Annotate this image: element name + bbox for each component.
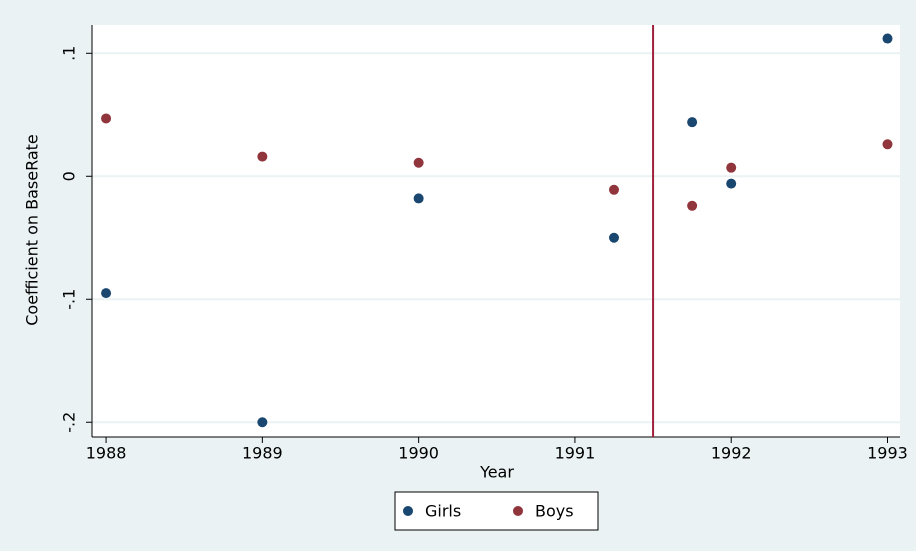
point — [687, 117, 698, 128]
point — [726, 162, 737, 173]
legend-label: Boys — [535, 502, 574, 521]
point — [101, 113, 112, 124]
point — [413, 193, 424, 204]
y-tick-label: .1 — [60, 46, 79, 61]
legend-marker — [513, 506, 523, 516]
y-tick-label: -.2 — [60, 412, 79, 433]
legend-label: Girls — [425, 502, 461, 521]
y-axis-title: Coefficient on BaseRate — [23, 134, 42, 326]
x-tick-label: 1988 — [86, 444, 127, 463]
plot-region — [92, 25, 900, 437]
point — [687, 200, 698, 211]
point — [882, 33, 893, 44]
x-tick-label: 1993 — [867, 444, 908, 463]
point — [882, 139, 893, 150]
point — [608, 184, 619, 195]
y-tick-label: -.1 — [60, 289, 79, 310]
y-tick-label: 0 — [60, 171, 79, 181]
point — [608, 232, 619, 243]
point — [101, 288, 112, 299]
x-tick-label: 1992 — [711, 444, 752, 463]
x-tick-label: 1989 — [242, 444, 283, 463]
x-tick-label: 1991 — [555, 444, 596, 463]
point — [413, 157, 424, 168]
legend-marker — [403, 506, 413, 516]
x-axis-title: Year — [479, 463, 514, 482]
point — [257, 417, 268, 428]
point — [257, 151, 268, 162]
x-tick-label: 1990 — [398, 444, 439, 463]
legend-box — [394, 491, 599, 531]
point — [726, 178, 737, 189]
